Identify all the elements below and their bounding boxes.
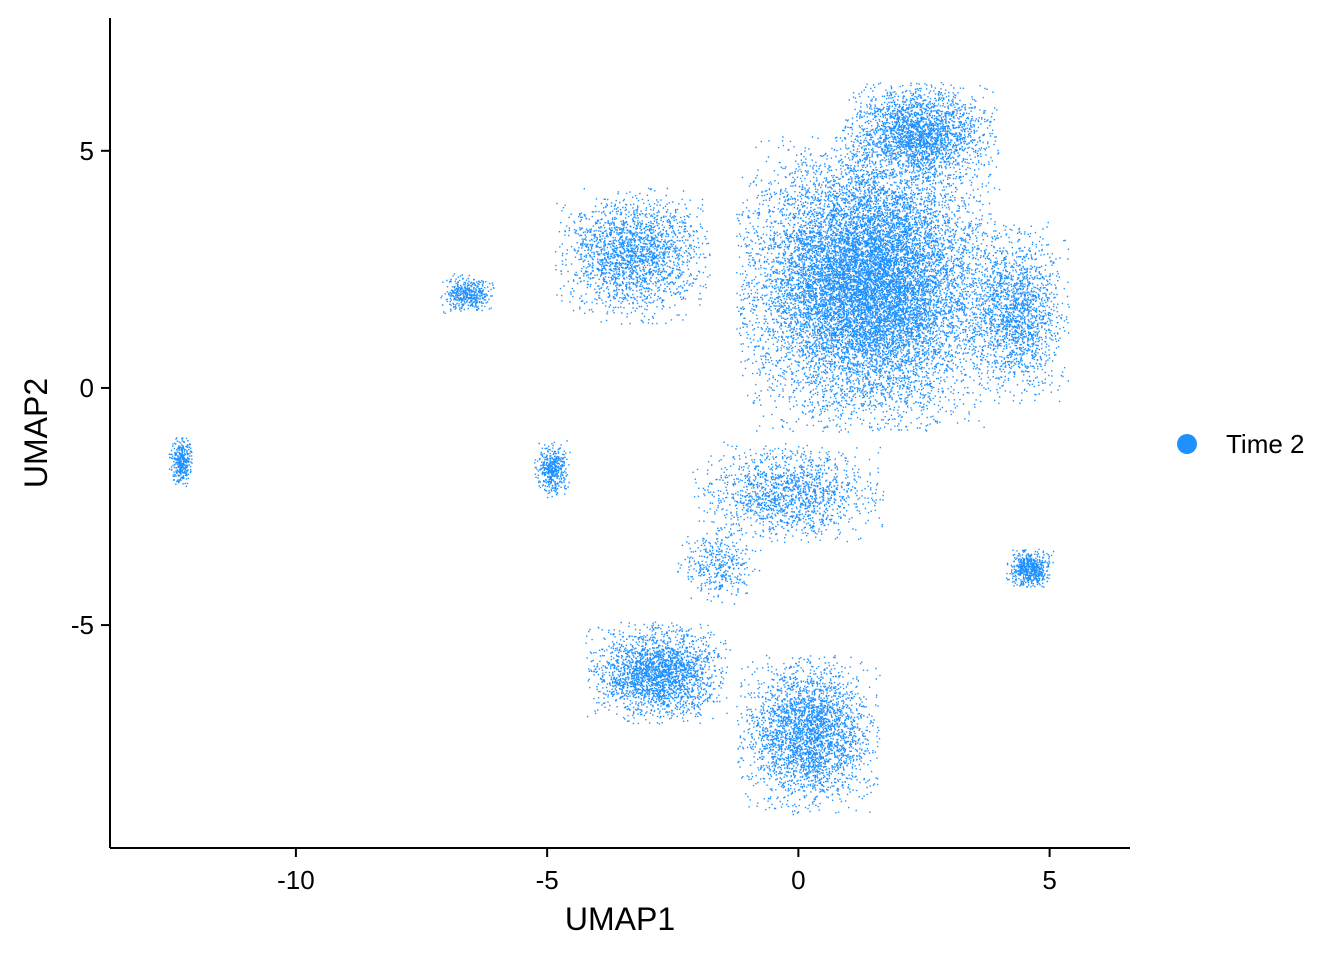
x-tick-label: 0 xyxy=(791,865,805,895)
x-tick-label: -10 xyxy=(277,865,315,895)
y-axis-title: UMAP2 xyxy=(18,378,54,488)
legend-key-time-2 xyxy=(1177,434,1197,454)
y-axis-ticks: -5 0 5 xyxy=(71,136,110,640)
x-axis-title: UMAP1 xyxy=(565,901,675,937)
x-axis-ticks: -10 -5 0 5 xyxy=(277,848,1057,895)
legend: Time 2 xyxy=(1177,429,1305,459)
scatter-point-cloud-time-2 xyxy=(168,82,1070,816)
legend-label-time-2: Time 2 xyxy=(1226,429,1305,459)
y-tick-label: -5 xyxy=(71,610,94,640)
x-tick-label: 5 xyxy=(1042,865,1056,895)
y-tick-label: 5 xyxy=(80,136,94,166)
scatter-points xyxy=(168,82,1070,816)
x-tick-label: -5 xyxy=(536,865,559,895)
y-tick-label: 0 xyxy=(80,373,94,403)
